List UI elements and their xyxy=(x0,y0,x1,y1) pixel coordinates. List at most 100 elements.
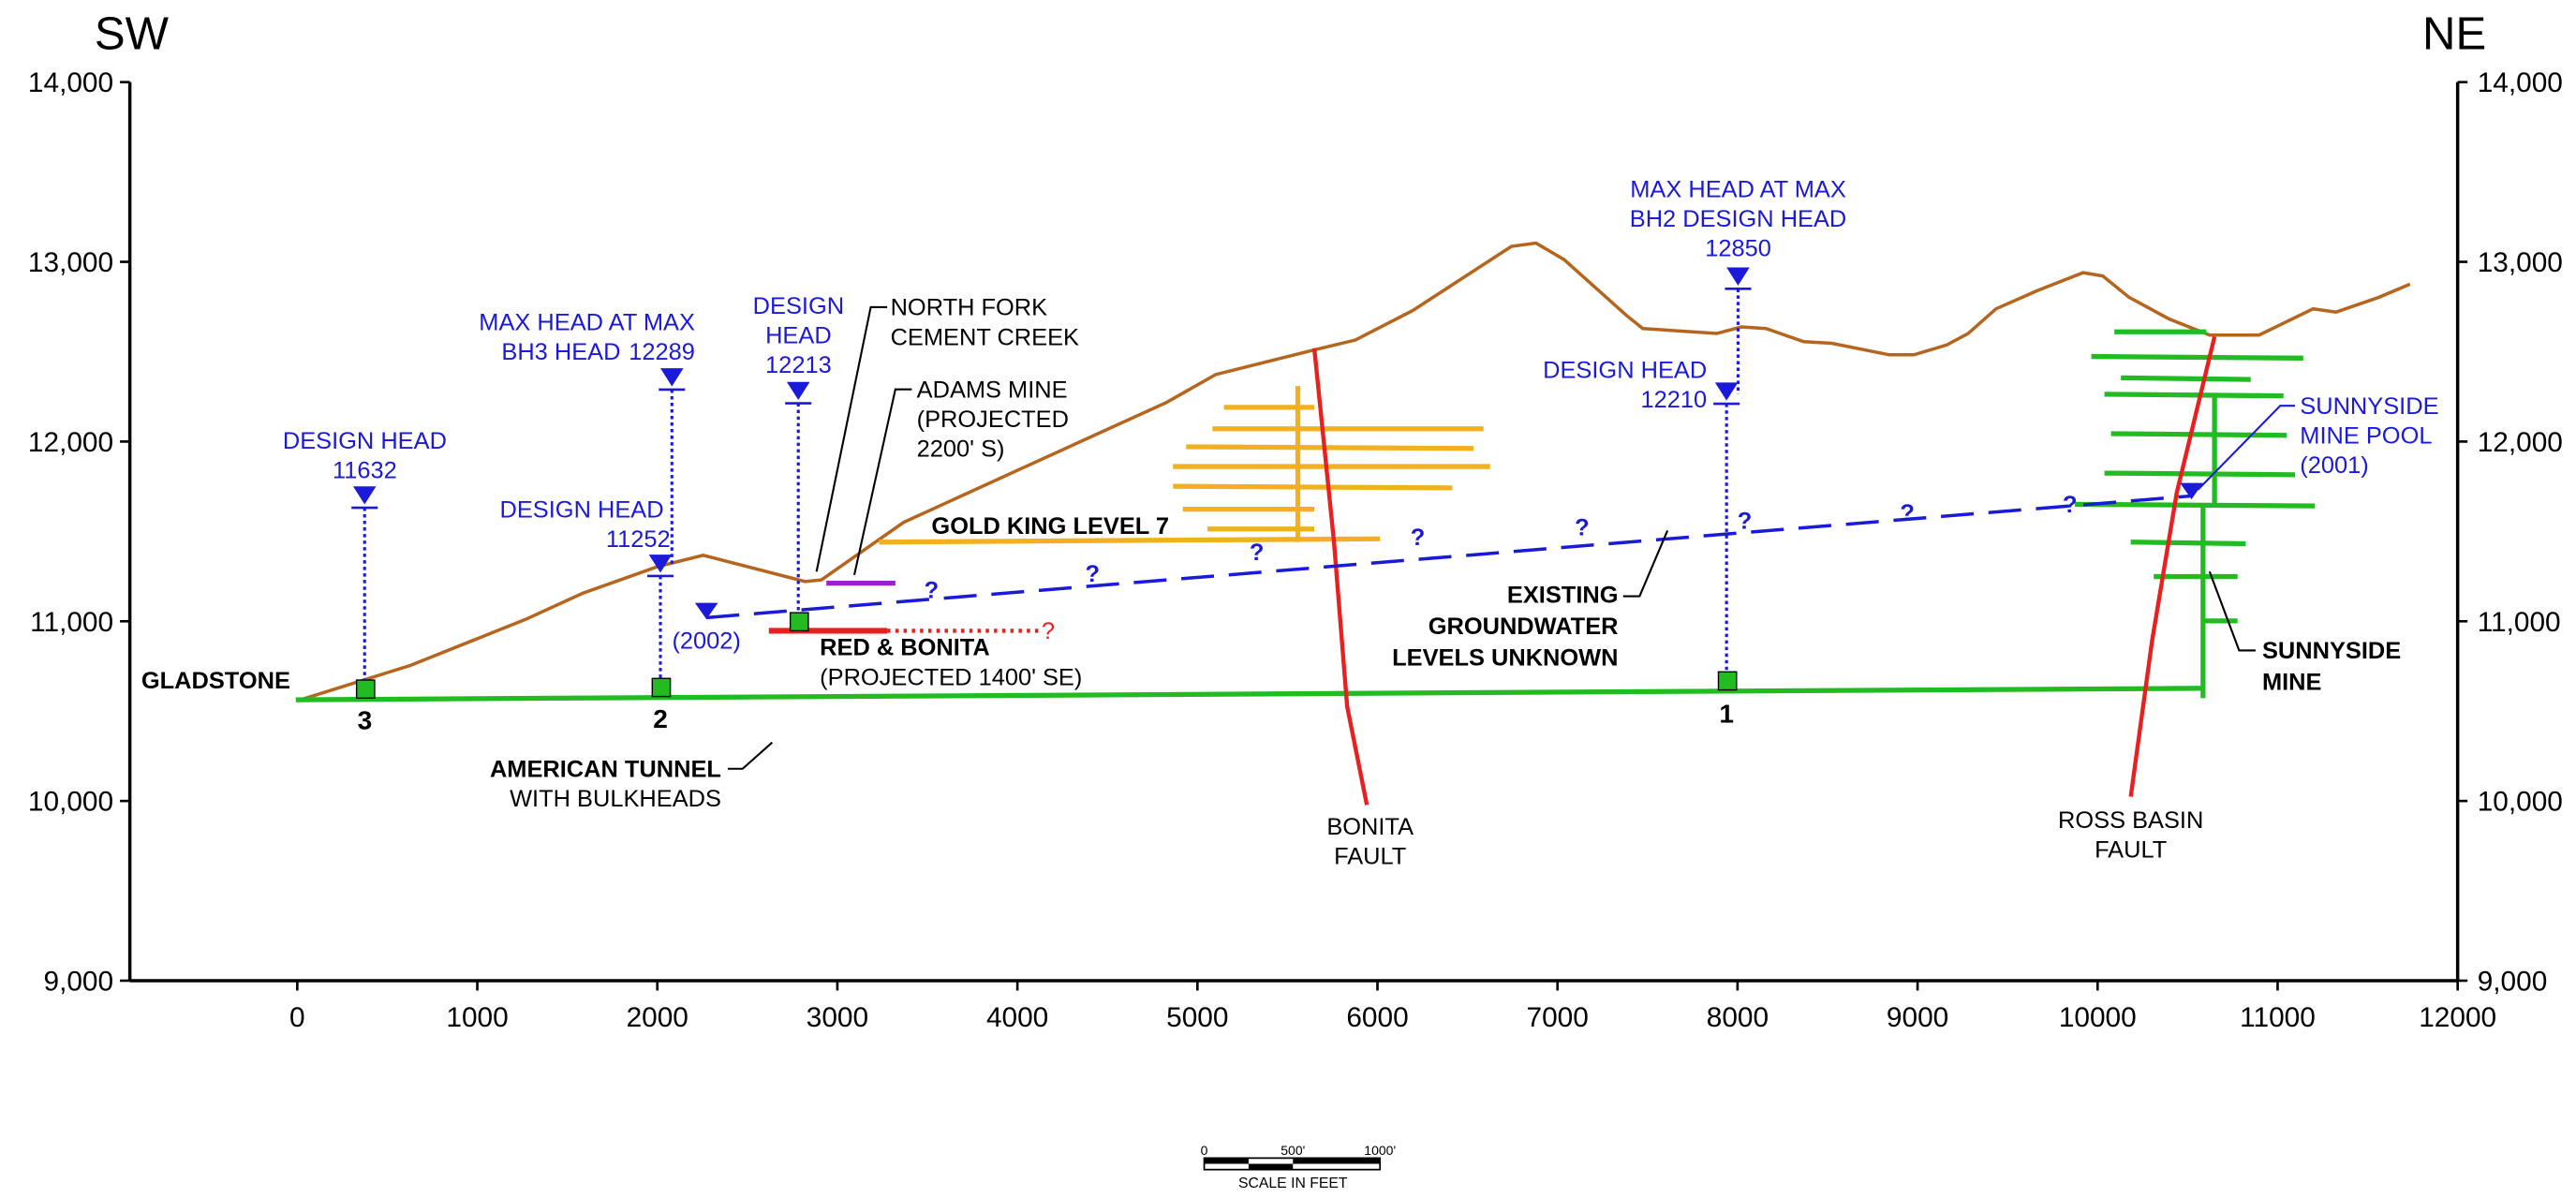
y-tick-label: 13,000 xyxy=(28,247,113,278)
head-value: 12210 xyxy=(1641,387,1708,413)
x-tick-label: 4000 xyxy=(986,1002,1048,1033)
head-label: MAX HEAD AT MAX xyxy=(479,310,695,336)
scale-label: 1000' xyxy=(1364,1143,1396,1158)
label: AMERICAN TUNNEL xyxy=(490,757,721,783)
head-label: BH2 DESIGN HEAD xyxy=(1630,206,1847,232)
mine-working xyxy=(2092,357,2303,359)
label: SUNNYSIDE xyxy=(2300,393,2438,420)
borehole xyxy=(357,680,375,698)
question-mark: ? xyxy=(1411,525,1426,551)
borehole xyxy=(652,678,670,696)
x-tick-label: 5000 xyxy=(1166,1002,1228,1033)
head-label: DESIGN HEAD xyxy=(1543,357,1707,383)
head-value: 11252 xyxy=(606,526,671,553)
mine-working xyxy=(2105,394,2284,396)
question-mark: ? xyxy=(1900,500,1915,526)
head-value: 12289 xyxy=(629,339,695,365)
x-tick-label: 9000 xyxy=(1887,1002,1948,1033)
corner-label: SW xyxy=(95,9,170,60)
mine-working xyxy=(2111,434,2287,436)
mine-working xyxy=(1186,447,1473,449)
borehole xyxy=(1718,672,1736,689)
label: EXISTING xyxy=(1507,583,1619,609)
label: MINE xyxy=(2262,670,2322,696)
label: ADAMS MINE xyxy=(917,377,1068,403)
mine-working xyxy=(1173,486,1452,488)
x-tick-label: 12000 xyxy=(2419,1002,2496,1033)
question-mark: ? xyxy=(1086,561,1101,587)
label: ROSS BASIN xyxy=(2058,807,2203,834)
head-label: BH3 HEAD 12289 xyxy=(501,339,695,365)
head-label: DESIGN HEAD xyxy=(500,496,664,523)
label: 2200' S) xyxy=(917,436,1005,463)
question-mark: ? xyxy=(1250,540,1265,566)
y-tick-label: 12,000 xyxy=(28,427,113,458)
x-tick-label: 10000 xyxy=(2059,1002,2137,1033)
x-tick-label: 2000 xyxy=(627,1002,688,1033)
label: GLADSTONE xyxy=(141,668,290,694)
question-mark: ? xyxy=(1738,509,1753,535)
question-mark: ? xyxy=(1042,618,1055,644)
y-tick-label: 9,000 xyxy=(44,967,114,998)
mine-working xyxy=(2131,542,2246,544)
y-tick-label: 14,000 xyxy=(2478,67,2563,98)
year-label: (2002) xyxy=(672,629,740,655)
head-label: HEAD xyxy=(765,323,832,349)
scale-segment xyxy=(1249,1164,1293,1170)
y-tick-label: 12,000 xyxy=(2478,427,2563,458)
head-value: 12850 xyxy=(1705,236,1771,262)
mine-working xyxy=(2121,377,2251,379)
question-mark: ? xyxy=(925,577,940,603)
scale-label: 500' xyxy=(1281,1143,1305,1158)
mine-working xyxy=(2075,504,2315,506)
mine-working xyxy=(2105,473,2295,475)
head-label: DESIGN xyxy=(753,293,844,319)
y-tick-label: 10,000 xyxy=(28,787,113,818)
x-tick-label: 6000 xyxy=(1346,1002,1408,1033)
y-tick-label: 11,000 xyxy=(2478,607,2561,638)
label: NORTH FORK xyxy=(891,295,1048,321)
label: WITH BULKHEADS xyxy=(510,786,721,812)
y-tick-label: 14,000 xyxy=(28,67,113,98)
background xyxy=(0,0,2576,1198)
x-tick-label: 8000 xyxy=(1707,1002,1769,1033)
y-tick-label: 9,000 xyxy=(2478,967,2548,998)
label: BONITA xyxy=(1326,814,1414,840)
head-label: BH3 HEAD xyxy=(501,339,620,365)
label: GROUNDWATER xyxy=(1429,614,1619,640)
scale-label: 0 xyxy=(1201,1143,1208,1158)
question-mark: ? xyxy=(2063,492,2078,518)
borehole-label: 1 xyxy=(1719,700,1734,729)
x-tick-label: 11000 xyxy=(2240,1002,2316,1033)
borehole-label: 2 xyxy=(653,704,668,733)
label: (PROJECTED 1400' SE) xyxy=(820,664,1082,690)
x-tick-label: 7000 xyxy=(1527,1002,1589,1033)
head-label: DESIGN HEAD xyxy=(283,428,447,454)
y-tick-label: 13,000 xyxy=(2478,247,2563,278)
head-value: 12213 xyxy=(765,352,832,378)
corner-label: NE xyxy=(2422,9,2486,60)
question-mark: ? xyxy=(1575,515,1590,541)
x-tick-label: 3000 xyxy=(807,1002,868,1033)
head-value: 11632 xyxy=(333,457,397,483)
label: FAULT xyxy=(2095,836,2167,863)
label: GOLD KING LEVEL 7 xyxy=(931,513,1169,540)
label: LEVELS UNKNOWN xyxy=(1392,644,1618,671)
y-tick-label: 10,000 xyxy=(2478,787,2563,818)
scale-segment xyxy=(1205,1158,1249,1163)
label: (PROJECTED xyxy=(917,407,1069,433)
label: MINE POOL xyxy=(2300,423,2432,450)
x-tick-label: 1000 xyxy=(446,1002,508,1033)
label: CEMENT CREEK xyxy=(891,324,1079,350)
scale-caption: SCALE IN FEET xyxy=(1238,1176,1348,1191)
cross-section: SW NE 0 1000 2000 3000 4000 5000 6000 7000 8000 9… xyxy=(0,0,2576,1198)
scale-segment xyxy=(1293,1158,1380,1163)
label: RED & BONITA xyxy=(820,635,990,661)
label: SUNNYSIDE xyxy=(2262,638,2401,664)
head-label: MAX HEAD AT MAX xyxy=(1630,176,1846,202)
borehole xyxy=(791,613,808,630)
borehole-label: 3 xyxy=(358,706,373,735)
label: FAULT xyxy=(1334,843,1406,869)
label: (2001) xyxy=(2300,452,2368,479)
y-tick-label: 11,000 xyxy=(30,607,113,638)
